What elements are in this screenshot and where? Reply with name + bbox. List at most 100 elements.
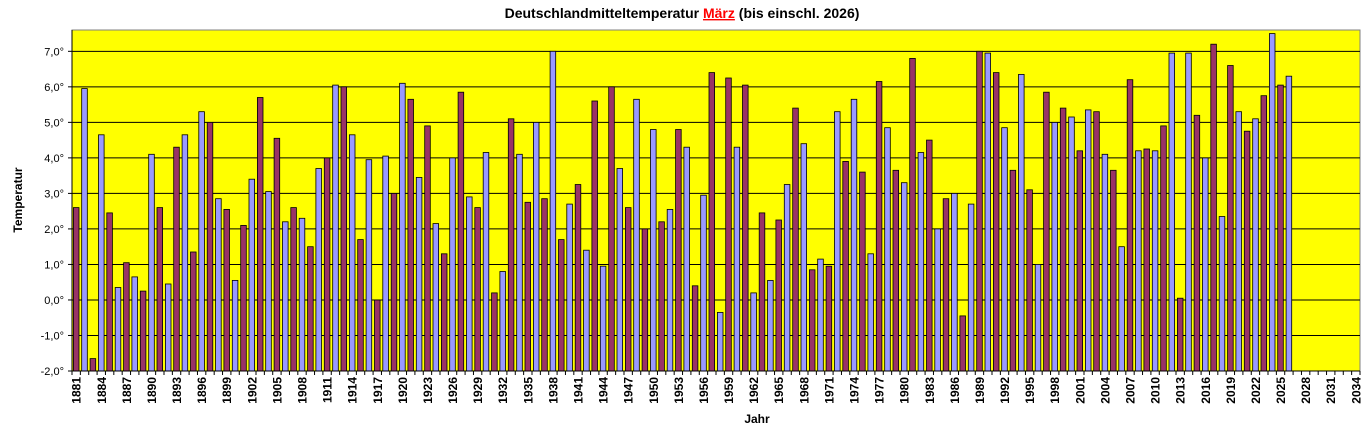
x-tick-label: 1998 — [1048, 377, 1062, 404]
bar-1890 — [148, 153, 155, 372]
y-axis-label: Temperatur — [11, 167, 25, 232]
bar-1956 — [700, 194, 707, 372]
bar-1917 — [374, 299, 381, 372]
plot-area — [71, 29, 1361, 372]
x-tick-label: 1887 — [120, 377, 134, 404]
bar-1903 — [256, 97, 264, 372]
x-tick-label: 1917 — [371, 377, 385, 404]
bar-2007 — [1126, 79, 1134, 372]
bar-1978 — [884, 127, 891, 372]
x-tick-label: 1929 — [471, 377, 485, 404]
bar-1999 — [1059, 107, 1067, 372]
bar-1997 — [1043, 91, 1050, 372]
bar-1883 — [89, 358, 97, 372]
bar-1965 — [775, 219, 782, 372]
bar-1899 — [223, 208, 230, 372]
bar-1906 — [282, 221, 289, 372]
bar-1990 — [984, 52, 991, 372]
x-tick-label: 2016 — [1199, 377, 1213, 404]
bar-1892 — [164, 283, 172, 372]
bar-1969 — [809, 269, 816, 372]
bar-2012 — [1168, 52, 1175, 372]
bar-1921 — [407, 98, 414, 372]
bar-1976 — [867, 253, 874, 372]
x-tick-label: 1920 — [396, 377, 410, 404]
bar-1962 — [750, 292, 757, 372]
bar-1889 — [139, 290, 147, 372]
bar-1907 — [290, 207, 297, 372]
bar-1970 — [817, 258, 824, 372]
x-tick-label: 2001 — [1073, 377, 1087, 404]
bar-2019 — [1227, 65, 1234, 372]
bar-2003 — [1093, 111, 1100, 372]
y-tick-label: 1,0° — [44, 259, 64, 271]
bar-1944 — [599, 265, 607, 372]
x-tick-label: 1959 — [722, 377, 736, 404]
bar-1882 — [81, 88, 88, 372]
bar-1948 — [633, 98, 640, 372]
bar-1995 — [1026, 189, 1033, 372]
bar-1951 — [658, 221, 665, 372]
y-tick-label: -2,0° — [41, 366, 64, 378]
bar-2024 — [1269, 33, 1276, 372]
x-tick-label: 2004 — [1098, 377, 1112, 404]
x-tick-label: 2010 — [1149, 377, 1163, 404]
bar-1945 — [608, 86, 615, 372]
bar-1967 — [792, 107, 799, 372]
x-tick-label: 1911 — [321, 377, 335, 403]
bar-2022 — [1252, 118, 1259, 372]
x-tick-label: 2019 — [1224, 377, 1238, 404]
x-tick-label: 2013 — [1174, 377, 1188, 404]
bar-2002 — [1085, 109, 1092, 372]
chart-title: Deutschlandmitteltemperatur März (bis ei… — [505, 5, 860, 21]
bar-2005 — [1110, 169, 1117, 372]
bar-1980 — [901, 182, 908, 372]
bar-1913 — [340, 86, 347, 372]
bar-1905 — [273, 137, 281, 372]
bar-1998 — [1051, 122, 1058, 372]
x-tick-label: 1890 — [145, 377, 159, 404]
bar-1954 — [683, 146, 690, 372]
bar-1996 — [1034, 263, 1042, 372]
bar-2006 — [1118, 246, 1125, 372]
bar-1915 — [357, 239, 364, 372]
bar-2009 — [1143, 148, 1150, 372]
bar-2015 — [1193, 114, 1201, 372]
bar-1960 — [733, 146, 741, 372]
x-tick-label: 1938 — [546, 377, 560, 404]
bar-1983 — [926, 139, 933, 372]
bar-1911 — [323, 157, 331, 372]
bar-1891 — [156, 207, 163, 372]
x-tick-label: 1905 — [270, 377, 284, 404]
bar-1946 — [616, 168, 623, 372]
x-tick-label: 1974 — [848, 377, 862, 404]
x-tick-label: 1968 — [797, 377, 811, 404]
bar-1893 — [173, 146, 180, 372]
bar-1935 — [524, 201, 531, 372]
bar-1897 — [206, 122, 214, 372]
bar-1904 — [265, 191, 272, 372]
bar-1919 — [390, 192, 398, 372]
bar-2025 — [1277, 84, 1284, 372]
bar-1934 — [516, 153, 523, 372]
bar-1920 — [399, 82, 406, 372]
bar-2008 — [1135, 150, 1142, 372]
x-tick-label: 1950 — [647, 377, 661, 404]
x-tick-label: 1941 — [572, 377, 586, 404]
bar-1952 — [666, 208, 674, 372]
bar-1963 — [758, 212, 766, 372]
x-tick-label: 1956 — [697, 377, 711, 404]
bar-2001 — [1076, 150, 1083, 372]
bar-1885 — [106, 212, 113, 372]
bar-1986 — [951, 192, 958, 372]
bar-1982 — [917, 152, 925, 372]
x-tick-label: 1962 — [747, 377, 761, 404]
bar-1991 — [993, 72, 1000, 372]
x-tick-label: 1986 — [948, 377, 962, 404]
bar-1971 — [825, 265, 833, 372]
bar-1900 — [231, 279, 239, 372]
bar-1926 — [449, 157, 456, 372]
bar-1979 — [892, 169, 899, 372]
x-tick-label: 1899 — [220, 377, 234, 404]
bar-1964 — [767, 279, 774, 372]
